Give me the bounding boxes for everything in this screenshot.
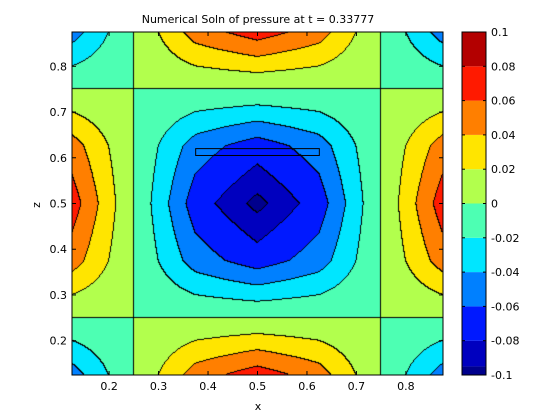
colorbar-band: [462, 340, 486, 367]
axes: 0.2 0.3 0.4 0.5 0.6 0.7 0.8 0.2 0.3 0.4 0.5 0.6 0.7 0…: [50, 31, 444, 393]
colorbar-tick-label: -0.06: [491, 300, 519, 313]
x-tick-label: 0.5: [249, 380, 267, 393]
colorbar-band: [462, 100, 486, 135]
plot-area: [72, 32, 443, 375]
colorbar-band: [462, 32, 486, 67]
colorbar-band: [462, 366, 486, 375]
x-tick-label: 0.7: [348, 380, 366, 393]
y-tick-label: 0.4: [50, 243, 68, 256]
colorbar-tick-label: 0: [491, 198, 498, 211]
colorbar-tick-label: -0.1: [491, 369, 512, 382]
colorbar-tick-label: 0.04: [491, 129, 516, 142]
y-tick-label: 0.3: [50, 289, 68, 302]
x-tick-label: 0.6: [298, 380, 316, 393]
contour-fill: [72, 32, 443, 375]
colorbar-tick-label: 0.06: [491, 95, 516, 108]
x-tick-label: 0.4: [199, 380, 217, 393]
colorbar-tick-label: 0.08: [491, 60, 516, 73]
chart-title: Numerical Soln of pressure at t = 0.3377…: [142, 13, 375, 26]
annotation-rectangle: [195, 148, 320, 156]
colorbar: -0.1 -0.08 -0.06 -0.04 -0.02 0 0.02 0.04 0.06 0.0…: [461, 26, 519, 382]
colorbar-tick-label: -0.04: [491, 266, 519, 279]
y-tick-label: 0.5: [50, 198, 68, 211]
colorbar-tick-label: 0.02: [491, 163, 516, 176]
y-axis-label: z: [30, 202, 43, 208]
y-tick-label: 0.2: [50, 335, 68, 348]
colorbar-band: [462, 169, 486, 204]
colorbar-tick-label: 0.1: [491, 26, 509, 39]
y-tick-label: 0.7: [50, 106, 68, 119]
colorbar-tick-label: -0.08: [491, 335, 519, 348]
x-tick-label: 0.2: [100, 380, 118, 393]
colorbar-tick-label: -0.02: [491, 232, 519, 245]
y-tick-label: 0.6: [50, 152, 68, 165]
x-axis-label: x: [255, 400, 262, 413]
y-tick-label: 0.8: [50, 60, 68, 73]
colorbar-band: [462, 203, 486, 238]
colorbar-band: [462, 134, 486, 170]
x-tick-label: 0.8: [397, 380, 415, 393]
colorbar-band: [462, 237, 486, 273]
colorbar-band: [462, 66, 486, 101]
colorbar-band: [462, 272, 486, 307]
x-tick-label: 0.3: [150, 380, 168, 393]
colorbar-band: [462, 306, 486, 341]
